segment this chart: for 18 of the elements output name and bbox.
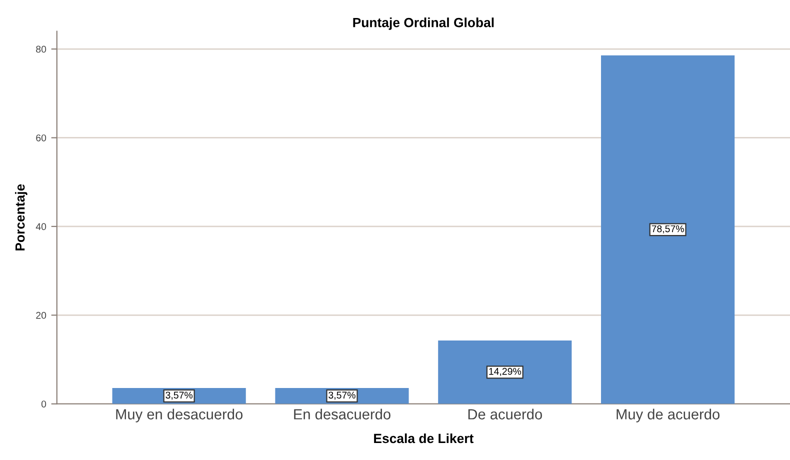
y-tick-label: 40 xyxy=(36,223,46,230)
x-tick-label: Muy de acuerdo xyxy=(616,408,720,422)
x-axis-title: Escala de Likert xyxy=(374,433,474,444)
y-axis-title: Porcentaje xyxy=(15,184,28,250)
data-label: 14,29% xyxy=(489,368,522,376)
x-tick-label: De acuerdo xyxy=(468,408,542,420)
chart-title: Puntaje Ordinal Global xyxy=(353,18,494,30)
y-tick-label: 60 xyxy=(36,134,46,142)
y-tick-label: 20 xyxy=(36,312,46,319)
x-tick-label: Muy en desacuerdo xyxy=(116,408,243,422)
data-label: 78,57% xyxy=(652,225,684,234)
data-label: 3,57% xyxy=(166,392,193,400)
bar xyxy=(601,55,735,404)
x-tick-label: En desacuerdo xyxy=(294,408,390,420)
y-tick-label: 0 xyxy=(41,400,46,408)
data-label: 3,57% xyxy=(328,392,356,400)
bar xyxy=(438,340,572,404)
y-tick-label: 80 xyxy=(36,46,46,53)
